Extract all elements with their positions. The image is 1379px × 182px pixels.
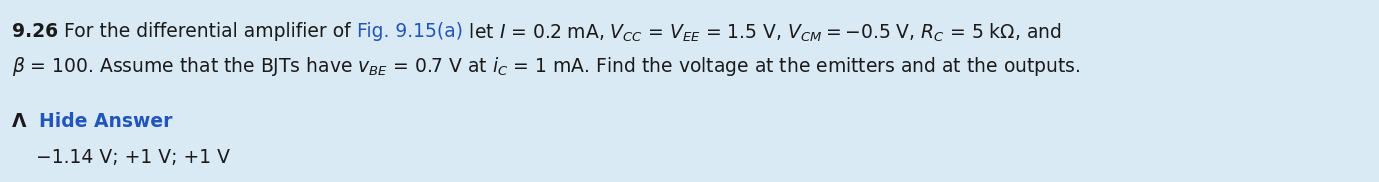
Text: $\mathit{\beta}$ = 100. Assume that the BJTs have $\mathit{v}_{\mathit{BE}}$ = 0: $\mathit{\beta}$ = 100. Assume that the … bbox=[12, 55, 1081, 78]
Text: 9.26: 9.26 bbox=[12, 22, 58, 41]
Text: let $\mathit{I}$ = 0.2 mA, $\mathit{V}_{\mathit{CC}}$ = $\mathit{V}_{\mathit{EE}: let $\mathit{I}$ = 0.2 mA, $\mathit{V}_{… bbox=[463, 22, 1062, 44]
Text: Λ: Λ bbox=[12, 112, 26, 131]
Text: −1.14 V; +1 V; +1 V: −1.14 V; +1 V; +1 V bbox=[12, 148, 230, 167]
Text: Hide Answer: Hide Answer bbox=[26, 112, 172, 131]
Text: Fig. 9.15(a): Fig. 9.15(a) bbox=[357, 22, 463, 41]
Text: For the differential amplifier of: For the differential amplifier of bbox=[58, 22, 357, 41]
